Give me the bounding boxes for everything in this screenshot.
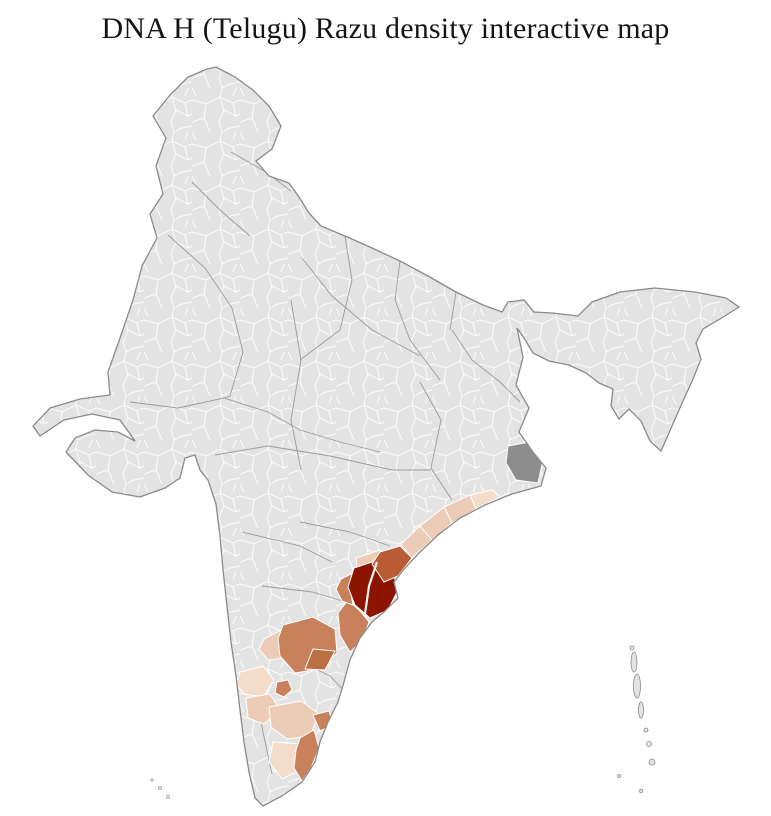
district-density-medium-dot-southwest[interactable]	[274, 679, 293, 698]
island[interactable]	[638, 788, 644, 794]
island[interactable]	[617, 774, 621, 778]
island[interactable]	[646, 741, 652, 747]
island[interactable]	[638, 701, 644, 719]
district-texture-overlay	[33, 67, 739, 806]
island[interactable]	[166, 795, 170, 799]
island[interactable]	[158, 786, 162, 790]
island[interactable]	[629, 645, 635, 651]
island[interactable]	[643, 727, 649, 733]
district-density-lowest-southwest-1[interactable]	[235, 665, 275, 698]
lakshadweep-islands[interactable]	[150, 778, 170, 799]
island[interactable]	[633, 673, 641, 699]
district-density-medium-dark-interior[interactable]	[304, 648, 336, 671]
district-density-lowest-south-2[interactable]	[268, 741, 301, 780]
page-title: DNA H (Telugu) Razu density interactive …	[101, 12, 670, 45]
andaman-nicobar-islands[interactable]	[617, 645, 656, 794]
island[interactable]	[648, 758, 656, 766]
island[interactable]	[630, 651, 638, 673]
river-line	[363, 561, 379, 615]
coastal-band-district-borders	[400, 494, 477, 559]
island[interactable]	[150, 778, 154, 782]
